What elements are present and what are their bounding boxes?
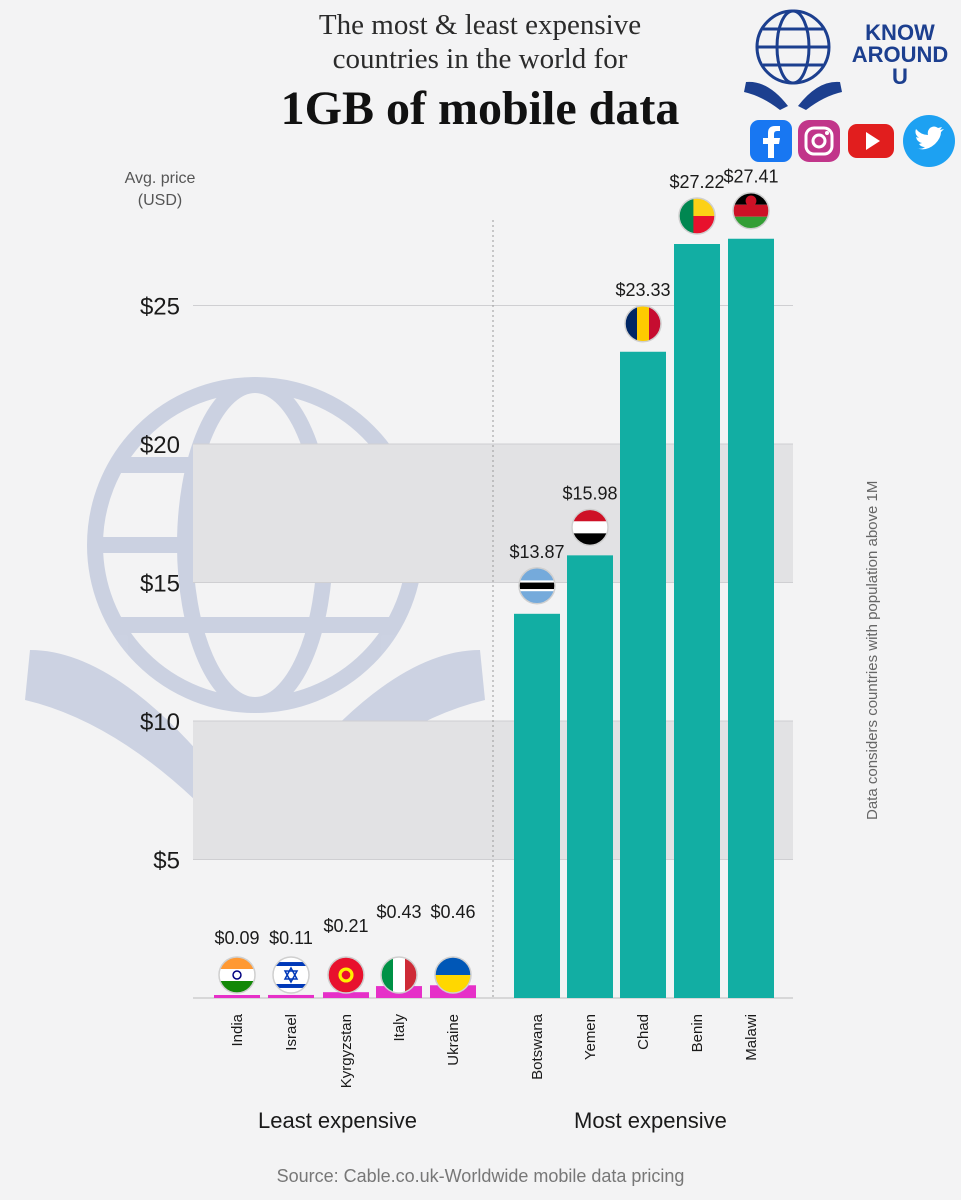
bar-yemen	[567, 555, 613, 998]
data-label: $0.21	[323, 916, 368, 936]
flag-border	[434, 956, 472, 994]
y-tick-label: $25	[140, 294, 180, 321]
title-line-2: countries in the world for	[332, 43, 628, 75]
data-label: $15.98	[562, 483, 617, 503]
bar-chad	[620, 351, 666, 998]
bar-malawi	[728, 238, 774, 999]
x-tick-label: Benin	[689, 1014, 706, 1052]
bar-benin	[674, 244, 720, 999]
flag-border	[380, 956, 418, 994]
bar-india	[214, 995, 260, 998]
flag-border	[571, 508, 609, 547]
flag-border	[624, 305, 662, 343]
title-line-1: The most & least expensive	[318, 9, 642, 41]
flag-border	[678, 197, 716, 235]
brand-line-1: KNOW	[865, 20, 935, 45]
brand-line-2: AROUND	[851, 42, 949, 67]
flag-border	[272, 956, 310, 994]
title-block: The most & least expensive countries in …	[0, 0, 961, 150]
x-tick-label: Malawi	[743, 1014, 760, 1061]
x-tick-label: Chad	[635, 1014, 652, 1050]
y-axis-label: Avg. price (USD)	[124, 170, 196, 209]
y-tick-label: $10	[140, 709, 180, 736]
least-expensive-label: Least expensive	[258, 1108, 417, 1133]
source-note: Source: Cable.co.uk-Worldwide mobile dat…	[276, 1166, 685, 1186]
y-tick-label: $20	[140, 432, 180, 459]
flag-border	[732, 191, 770, 230]
instagram-icon[interactable]	[796, 118, 842, 164]
data-label: $23.33	[615, 280, 670, 300]
israel-flag-icon	[273, 957, 309, 993]
benin-flag-icon	[679, 198, 715, 235]
facebook-icon[interactable]	[748, 118, 794, 164]
globe-hands-icon	[744, 9, 842, 110]
data-label: $27.22	[669, 172, 724, 192]
data-label: $13.87	[509, 542, 564, 562]
twitter-icon[interactable]	[902, 114, 956, 168]
data-label: $27.41	[723, 167, 778, 187]
ukraine-flag-icon	[435, 957, 471, 993]
youtube-icon[interactable]	[846, 118, 894, 164]
x-tick-label: Yemen	[582, 1014, 599, 1060]
brand-logo: KNOW AROUND U	[738, 0, 961, 170]
x-tick-label: Ukraine	[445, 1014, 462, 1066]
bar-israel	[268, 994, 314, 998]
flag-border	[518, 567, 556, 605]
data-label: $0.46	[430, 902, 475, 922]
chart-title: 1GB of mobile data	[280, 82, 680, 135]
flag-border	[218, 956, 256, 994]
brand-name: KNOW AROUND U	[848, 22, 952, 88]
most-expensive-label: Most expensive	[574, 1108, 727, 1133]
flag-border	[327, 956, 365, 994]
x-tick-label: Kyrgyzstan	[338, 1014, 355, 1088]
brand-line-3: U	[892, 64, 908, 89]
side-note: Data considers countries with population…	[864, 480, 881, 820]
data-label: $0.43	[376, 902, 421, 922]
x-tick-label: Israel	[283, 1014, 300, 1051]
data-label: $0.11	[269, 928, 313, 948]
x-tick-label: India	[229, 1013, 246, 1046]
y-tick-label: $5	[153, 848, 180, 875]
data-label: $0.09	[214, 928, 259, 948]
bar-botswana	[514, 613, 560, 998]
bar-kyrgyzstan	[323, 992, 369, 998]
y-tick-label: $15	[140, 571, 180, 598]
kyrgyzstan-flag-icon	[328, 957, 364, 993]
x-tick-label: Italy	[391, 1014, 408, 1042]
x-tick-label: Botswana	[529, 1013, 546, 1080]
botswana-flag-icon	[519, 567, 555, 604]
